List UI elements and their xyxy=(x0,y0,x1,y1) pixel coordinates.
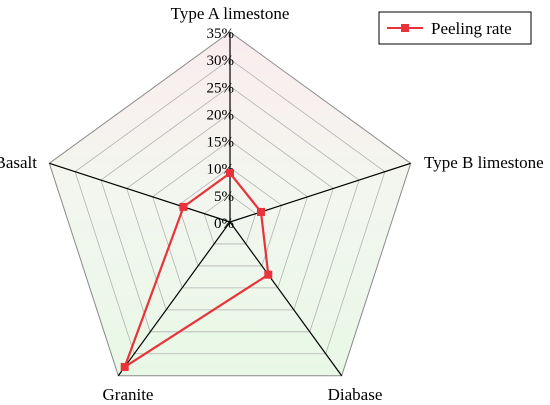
tick-label-20: 20% xyxy=(207,107,235,123)
legend: Peeling rate xyxy=(378,11,532,45)
grid-ring-1 xyxy=(203,194,257,245)
spoke-diabase xyxy=(229,221,343,377)
grid-ring-7 xyxy=(48,31,412,377)
axis-label-granite: Granite xyxy=(103,385,154,404)
axis-label-basalt: Basalt xyxy=(0,153,37,172)
axis-labels: Type A limestone Type B limestone Diabase G… xyxy=(0,4,544,404)
grid-ring-2 xyxy=(177,167,283,267)
data-point-basalt xyxy=(179,202,188,211)
tick-label-30: 30% xyxy=(207,53,235,69)
spoke-granite xyxy=(117,221,231,377)
tick-label-5: 5% xyxy=(214,189,234,205)
data-point-diabase xyxy=(264,270,273,279)
spoke-basalt xyxy=(49,162,231,223)
axis-label-type-a-limestone: Type A limestone xyxy=(171,4,290,23)
grid-ring-3 xyxy=(152,140,308,289)
series-line-peeling-rate xyxy=(123,172,270,369)
axis-label-type-b-limestone: Type B limestone xyxy=(424,153,544,172)
grid-ring-5 xyxy=(100,85,360,333)
data-point-type-b-limestone xyxy=(256,207,265,216)
grid-ring-6 xyxy=(74,58,386,355)
tick-label-15: 15% xyxy=(207,135,235,151)
radar-grid xyxy=(48,31,412,377)
tick-label-0: 0% xyxy=(214,216,234,232)
grid-ring-4 xyxy=(126,112,334,311)
tick-labels: 0%5%10%15%20%25%30%35% xyxy=(207,26,235,232)
series-layer xyxy=(120,169,273,371)
tick-label-35: 35% xyxy=(207,26,235,42)
data-point-granite xyxy=(120,362,129,371)
legend-marker-swatch xyxy=(401,24,409,32)
axis-label-diabase: Diabase xyxy=(328,385,383,404)
tick-label-25: 25% xyxy=(207,80,235,96)
legend-entry-peeling-rate: Peeling rate xyxy=(431,19,512,38)
data-point-type-a-limestone xyxy=(226,169,234,178)
